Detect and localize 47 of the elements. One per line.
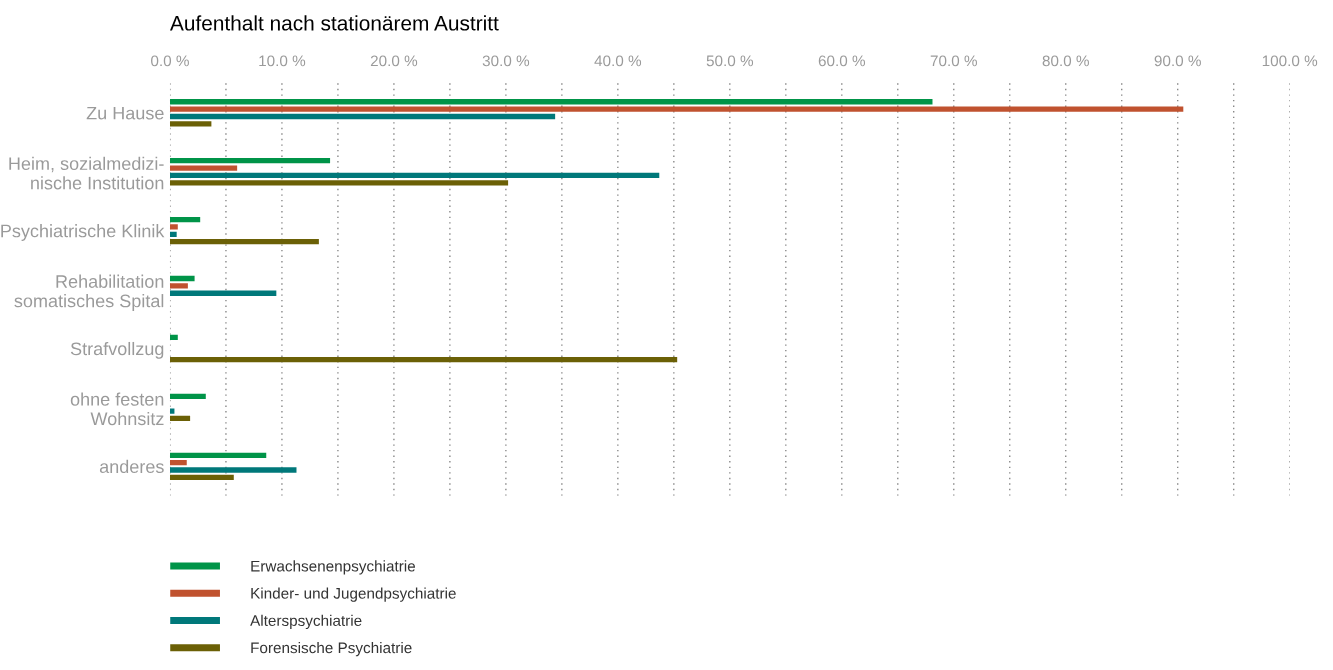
bar: [169, 290, 277, 296]
bar: [169, 460, 187, 466]
y-tick-label: Zu Hause: [86, 106, 164, 120]
legend-label: Erwachsenenpsychiatrie: [251, 560, 416, 575]
bar: [169, 275, 195, 282]
x-tick-label: 70.0 %: [930, 55, 977, 67]
bar: [169, 239, 319, 245]
y-tick-label: Psychiatrische Klinik: [1, 224, 165, 241]
bar: [169, 356, 678, 363]
bar: [169, 334, 178, 341]
bar: [169, 165, 238, 171]
bar: [169, 474, 234, 481]
y-tick-label: ohne festen Wohnsitz: [70, 392, 164, 426]
y-tick-label: anderes: [99, 459, 164, 474]
x-tick-label: 60.0 %: [818, 55, 866, 67]
bar: [169, 158, 331, 164]
bar: [169, 180, 509, 186]
x-tick-label: 40.0 %: [594, 55, 642, 67]
x-tick-label: 90.0 %: [1154, 55, 1201, 67]
chart-title: Aufenthalt nach stationärem Austritt: [170, 15, 499, 31]
bar: [169, 467, 297, 473]
bar: [169, 172, 660, 179]
y-tick-label: Heim, sozialmedizi- nische Institution: [9, 156, 164, 190]
x-tick-label: 30.0 %: [482, 55, 530, 67]
bar: [169, 121, 212, 127]
bar: [169, 452, 267, 458]
legend-label: Kinder- und Jugendpsychiatrie: [251, 587, 456, 602]
x-tick-label: 80.0 %: [1042, 55, 1089, 67]
bar: [169, 106, 1184, 112]
bar: [169, 216, 201, 223]
bar: [169, 408, 175, 414]
x-tick-label: 0.0 %: [151, 55, 189, 67]
bar: [169, 415, 191, 422]
x-tick-label: 20.0 %: [370, 55, 418, 67]
bar: [169, 231, 177, 237]
y-tick-label: Strafvollzug: [70, 341, 164, 359]
legend-label: Forensische Psychiatrie: [251, 642, 412, 657]
x-tick-label: 100.0 %: [1262, 55, 1318, 67]
x-tick-label: 50.0 %: [706, 55, 754, 67]
bar: [169, 393, 206, 400]
legend-label: Alterspsychiatrie: [250, 614, 362, 630]
x-tick-label: 10.0 %: [259, 55, 306, 67]
y-tick-label: Rehabilitation somatisches Spital: [14, 274, 164, 311]
bar: [169, 99, 933, 105]
bar: [169, 224, 178, 230]
bar: [169, 283, 188, 289]
bar: [169, 113, 556, 120]
